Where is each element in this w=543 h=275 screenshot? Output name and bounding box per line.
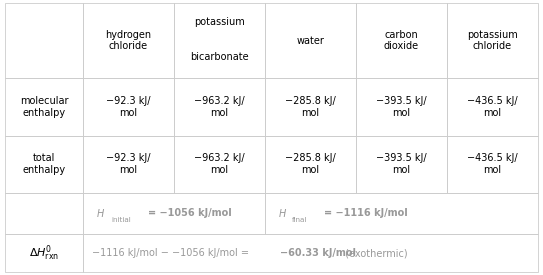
Text: −393.5 kJ/
mol: −393.5 kJ/ mol: [376, 96, 426, 118]
Bar: [5, 192, 83, 234]
Text: −393.5 kJ/
mol: −393.5 kJ/ mol: [376, 153, 426, 175]
Bar: [356, 3, 446, 78]
Bar: [264, 78, 356, 136]
Text: water: water: [296, 35, 324, 46]
Text: −92.3 kJ/
mol: −92.3 kJ/ mol: [106, 153, 150, 175]
Bar: [356, 136, 446, 192]
Text: $\Delta H^0_\mathrm{rxn}$: $\Delta H^0_\mathrm{rxn}$: [29, 243, 59, 263]
Bar: [264, 192, 538, 234]
Text: −60.33 kJ/mol: −60.33 kJ/mol: [280, 248, 356, 258]
Text: final: final: [292, 217, 307, 223]
Bar: [356, 78, 446, 136]
Bar: [83, 192, 264, 234]
Bar: [264, 136, 356, 192]
Text: −436.5 kJ/
mol: −436.5 kJ/ mol: [467, 153, 517, 175]
Text: (exothermic): (exothermic): [342, 248, 408, 258]
Text: −963.2 kJ/
mol: −963.2 kJ/ mol: [194, 96, 244, 118]
Text: −92.3 kJ/
mol: −92.3 kJ/ mol: [106, 96, 150, 118]
Text: molecular
enthalpy: molecular enthalpy: [20, 96, 68, 118]
Text: potassium
chloride: potassium chloride: [466, 30, 517, 51]
Bar: [174, 3, 264, 78]
Bar: [83, 234, 538, 272]
Text: −436.5 kJ/
mol: −436.5 kJ/ mol: [467, 96, 517, 118]
Text: −1116 kJ/mol − −1056 kJ/mol =: −1116 kJ/mol − −1056 kJ/mol =: [92, 248, 252, 258]
Bar: [446, 3, 538, 78]
Text: −285.8 kJ/
mol: −285.8 kJ/ mol: [285, 96, 336, 118]
Bar: [83, 3, 174, 78]
Text: = −1056 kJ/mol: = −1056 kJ/mol: [148, 208, 231, 218]
Bar: [174, 136, 264, 192]
Bar: [446, 78, 538, 136]
Bar: [5, 3, 83, 78]
Bar: [446, 136, 538, 192]
Text: $\mathit{H}$: $\mathit{H}$: [96, 207, 105, 219]
Text: carbon
dioxide: carbon dioxide: [383, 30, 419, 51]
Text: −285.8 kJ/
mol: −285.8 kJ/ mol: [285, 153, 336, 175]
Bar: [264, 3, 356, 78]
Text: hydrogen
chloride: hydrogen chloride: [105, 30, 151, 51]
Text: $\mathit{H}$: $\mathit{H}$: [278, 207, 287, 219]
Bar: [174, 78, 264, 136]
Bar: [5, 234, 83, 272]
Text: total
enthalpy: total enthalpy: [22, 153, 66, 175]
Bar: [5, 78, 83, 136]
Text: initial: initial: [111, 217, 131, 223]
Text: bicarbonate: bicarbonate: [190, 52, 248, 62]
Text: potassium: potassium: [194, 17, 244, 27]
Bar: [83, 78, 174, 136]
Text: −963.2 kJ/
mol: −963.2 kJ/ mol: [194, 153, 244, 175]
Text: = −1116 kJ/mol: = −1116 kJ/mol: [324, 208, 408, 218]
Bar: [5, 136, 83, 192]
Bar: [83, 136, 174, 192]
